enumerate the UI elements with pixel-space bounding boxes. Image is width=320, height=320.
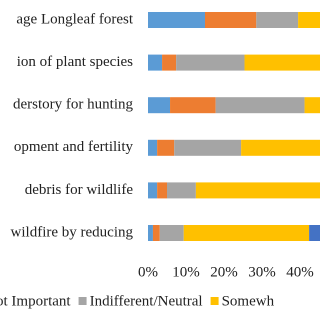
bar-segment bbox=[298, 12, 320, 28]
bar-segment bbox=[256, 12, 299, 28]
bar-segment bbox=[148, 139, 158, 156]
bar-segment bbox=[195, 182, 320, 199]
x-tick-label: 0% bbox=[138, 264, 158, 280]
category-label: debris for wildlife bbox=[25, 182, 134, 198]
bar-segment bbox=[148, 97, 171, 114]
bar-segment bbox=[162, 54, 177, 71]
bar-segment bbox=[148, 182, 158, 199]
bar-segment bbox=[148, 54, 163, 71]
bar-segment bbox=[157, 139, 175, 156]
bar-segment bbox=[304, 97, 320, 114]
x-tick-label: 40% bbox=[286, 264, 314, 280]
bar-segment bbox=[148, 12, 205, 28]
category-label: opment and fertility bbox=[14, 139, 134, 155]
bar-segment bbox=[244, 54, 320, 71]
legend-label: Somewh bbox=[222, 293, 275, 309]
legend-label: ot Important bbox=[0, 293, 71, 309]
x-tick-label: 20% bbox=[210, 264, 238, 280]
bar-segment bbox=[205, 12, 257, 28]
bar-segment bbox=[170, 97, 216, 114]
legend-label: Indifferent/Neutral bbox=[90, 293, 203, 309]
bar-segment bbox=[215, 97, 305, 114]
bar-segment bbox=[159, 225, 184, 241]
bar-segment bbox=[309, 225, 320, 241]
x-tick-label: 30% bbox=[248, 264, 276, 280]
category-label: age Longleaf forest bbox=[16, 11, 133, 27]
legend-marker bbox=[78, 297, 87, 305]
bar-segment bbox=[157, 182, 167, 199]
x-tick-label: 10% bbox=[172, 264, 200, 280]
bar-segment bbox=[176, 54, 245, 71]
bar-segment bbox=[174, 139, 242, 156]
legend-marker bbox=[210, 297, 219, 305]
bar-segment bbox=[183, 225, 310, 241]
bar-segment bbox=[148, 225, 153, 241]
category-label: derstory for hunting bbox=[13, 97, 133, 113]
bar-segment bbox=[167, 182, 196, 199]
bar-segment bbox=[241, 139, 320, 156]
bar-segment bbox=[152, 225, 160, 241]
category-label: wildfire by reducing bbox=[11, 224, 134, 240]
category-label: ion of plant species bbox=[17, 54, 133, 70]
